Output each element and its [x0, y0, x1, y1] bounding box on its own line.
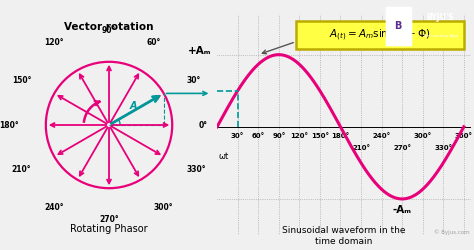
- Text: 270°: 270°: [99, 215, 119, 224]
- Text: -Aₘ: -Aₘ: [392, 205, 411, 215]
- Text: The Learning App: The Learning App: [422, 34, 458, 38]
- Text: $A_{(t)} = A_m\sin(\omega t + \Phi)$: $A_{(t)} = A_m\sin(\omega t + \Phi)$: [329, 28, 430, 43]
- Text: Rotating Phasor: Rotating Phasor: [70, 224, 148, 234]
- Text: 120°: 120°: [291, 132, 309, 138]
- Text: Sinusoidal waveform in the
time domain: Sinusoidal waveform in the time domain: [282, 226, 406, 246]
- Text: A: A: [129, 100, 137, 110]
- Text: 180°: 180°: [0, 120, 19, 130]
- Text: 120°: 120°: [45, 38, 64, 47]
- Text: 150°: 150°: [311, 132, 329, 138]
- Text: 210°: 210°: [352, 145, 370, 151]
- Text: 180°: 180°: [331, 132, 349, 138]
- Text: 60°: 60°: [252, 132, 265, 138]
- Text: B: B: [394, 21, 401, 31]
- FancyBboxPatch shape: [296, 22, 464, 49]
- Text: 0°: 0°: [199, 120, 208, 130]
- Text: 150°: 150°: [12, 76, 31, 85]
- Bar: [386, 7, 411, 45]
- Text: © Byjus.com: © Byjus.com: [434, 229, 469, 235]
- Text: 300°: 300°: [154, 203, 173, 212]
- Text: 330°: 330°: [187, 165, 206, 174]
- Text: 210°: 210°: [12, 165, 31, 174]
- Text: 30°: 30°: [231, 132, 244, 138]
- Text: Vector rotation: Vector rotation: [64, 22, 154, 32]
- Text: 30°: 30°: [187, 76, 201, 85]
- Text: ωt: ωt: [219, 152, 229, 161]
- Text: +Aₘ: +Aₘ: [188, 46, 211, 56]
- Text: 240°: 240°: [373, 132, 391, 138]
- Text: 270°: 270°: [393, 145, 411, 151]
- Text: 90°: 90°: [102, 26, 116, 35]
- Bar: [386, 7, 411, 45]
- Text: 330°: 330°: [434, 145, 452, 151]
- Text: BYJU'S: BYJU'S: [426, 13, 454, 22]
- Text: 90°: 90°: [272, 132, 285, 138]
- Text: 360°: 360°: [455, 132, 473, 138]
- Text: 60°: 60°: [147, 38, 161, 47]
- Text: 300°: 300°: [414, 132, 432, 138]
- Text: 240°: 240°: [45, 203, 64, 212]
